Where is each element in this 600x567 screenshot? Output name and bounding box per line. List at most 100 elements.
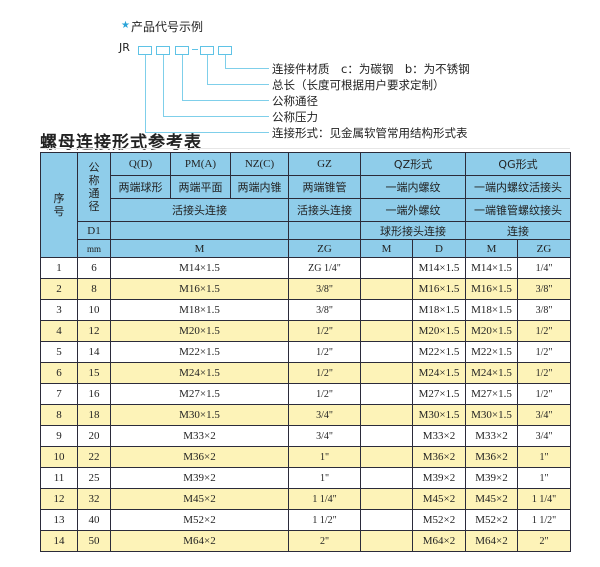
cell-d1: 22 [77,446,111,468]
cell-qz-d: M39×2 [411,467,467,489]
cell-m: M22×1.5 [110,341,289,363]
header-d1: D1 [77,221,111,240]
cell-qz-m [360,509,413,531]
cell-seq: 5 [40,341,78,363]
cell-qg-m: M14×1.5 [465,257,519,279]
cell-d1: 14 [77,341,111,363]
cell-gz-zg: 3/4" [288,404,361,426]
cell-m: M64×2 [110,530,289,552]
cell-qz-m [360,320,413,342]
cell-qz-d: M45×2 [411,488,467,510]
cell-qg-m: M16×1.5 [465,278,519,300]
cell-m: M20×1.5 [110,320,289,342]
divider [40,148,570,149]
cell-qz-d: M30×1.5 [411,404,467,426]
cell-qg-zg: 3/8" [517,299,572,321]
cell-seq: 7 [40,383,78,405]
table-row: 7 16 M27×1.5 1/2" M27×1.5 M27×1.5 1/2" [40,383,572,405]
cell-seq: 12 [40,488,78,510]
cell-qg-zg: 3/8" [517,278,572,300]
cell-qg-zg: 1/2" [517,341,572,363]
cell-qg-m: M36×2 [465,446,519,468]
label-length: 总长（长度可根据用户要求定制） [272,78,445,92]
cell-gz-zg: 1/2" [288,320,361,342]
header-qz-d: D [411,239,467,258]
cell-seq: 10 [40,446,78,468]
table-row: 4 12 M20×1.5 1/2" M20×1.5 M20×1.5 1/2" [40,320,572,342]
code-box-connection [138,46,152,55]
table-row: 6 15 M24×1.5 1/2" M24×1.5 M24×1.5 1/2" [40,362,572,384]
cell-qz-m [360,278,413,300]
cell-seq: 8 [40,404,78,426]
cell-qz-m [360,488,413,510]
cell-qz-m [360,425,413,447]
header-pma: PM(A) [170,152,231,176]
cell-gz-zg: 3/8" [288,278,361,300]
cell-qz-d: M33×2 [411,425,467,447]
cell-qz-m [360,362,413,384]
cell-qg-zg: 1/2" [517,320,572,342]
cell-m: M14×1.5 [110,257,289,279]
header-gz-conn: 活接头连接 [288,198,361,222]
cell-qg-m: M20×1.5 [465,320,519,342]
cell-seq: 14 [40,530,78,552]
cell-qg-zg: 1/2" [517,383,572,405]
cell-qg-m: M33×2 [465,425,519,447]
code-box-length [200,46,214,55]
cell-qz-m [360,467,413,489]
cell-qg-zg: 1/4" [517,257,572,279]
cell-seq: 2 [40,278,78,300]
cell-d1: 20 [77,425,111,447]
cell-gz-zg: 1 1/4" [288,488,361,510]
cell-seq: 1 [40,257,78,279]
table-row: 3 10 M18×1.5 3/8" M18×1.5 M18×1.5 3/8" [40,299,572,321]
cell-d1: 15 [77,362,111,384]
table-row: 5 14 M22×1.5 1/2" M22×1.5 M22×1.5 1/2" [40,341,572,363]
cell-qg-zg: 1/2" [517,362,572,384]
cell-qz-d: M14×1.5 [411,257,467,279]
code-dash [192,49,198,50]
cell-m: M45×2 [110,488,289,510]
header-mm: mm [77,239,111,258]
star-icon: ★ [121,20,130,31]
header-qg-conn: 一端锥管螺纹接头 [465,198,572,222]
cell-seq: 11 [40,467,78,489]
header-union-conn: 活接头连接 [110,198,289,222]
cell-gz-zg: 3/8" [288,299,361,321]
table-row: 8 18 M30×1.5 3/4" M30×1.5 M30×1.5 3/4" [40,404,572,426]
table-row: 2 8 M16×1.5 3/8" M16×1.5 M16×1.5 3/8" [40,278,572,300]
cell-qz-d: M24×1.5 [411,362,467,384]
cell-m: M27×1.5 [110,383,289,405]
header-qd-desc: 两端球形 [110,175,171,199]
nut-connection-table: 序号 公称通径 Q(D) PM(A) NZ(C) GZ QZ形式 QG形式 两端… [40,152,572,552]
cell-gz-zg: 2" [288,530,361,552]
cell-qz-d: M36×2 [411,446,467,468]
cell-seq: 13 [40,509,78,531]
cell-d1: 40 [77,509,111,531]
cell-d1: 8 [77,278,111,300]
cell-d1: 12 [77,320,111,342]
cell-gz-zg: 1 1/2" [288,509,361,531]
header-qz: QZ形式 [359,152,467,176]
label-pressure: 公称压力 [272,110,318,124]
cell-d1: 18 [77,404,111,426]
cell-qg-zg: 1 1/2" [517,509,572,531]
cell-qg-m: M52×2 [465,509,519,531]
header-gz: GZ [288,152,361,176]
cell-d1: 25 [77,467,111,489]
header-zg: ZG [288,239,361,258]
header-qg-zg: ZG [517,239,572,258]
cell-qz-m [360,446,413,468]
header-qg-desc: 一端内螺纹活接头 [465,175,572,199]
cell-qg-m: M24×1.5 [465,362,519,384]
cell-qg-m: M27×1.5 [465,383,519,405]
header-pma-desc: 两端平面 [170,175,231,199]
header-qz-m: M [360,239,413,258]
cell-qg-zg: 2" [517,530,572,552]
cell-d1: 10 [77,299,111,321]
cell-d1: 16 [77,383,111,405]
cell-gz-zg: 1" [288,467,361,489]
header-qz-ball: 球形接头连接 [359,221,467,240]
cell-qz-m [360,530,413,552]
diagram-title: 产品代号示例 [131,20,204,34]
